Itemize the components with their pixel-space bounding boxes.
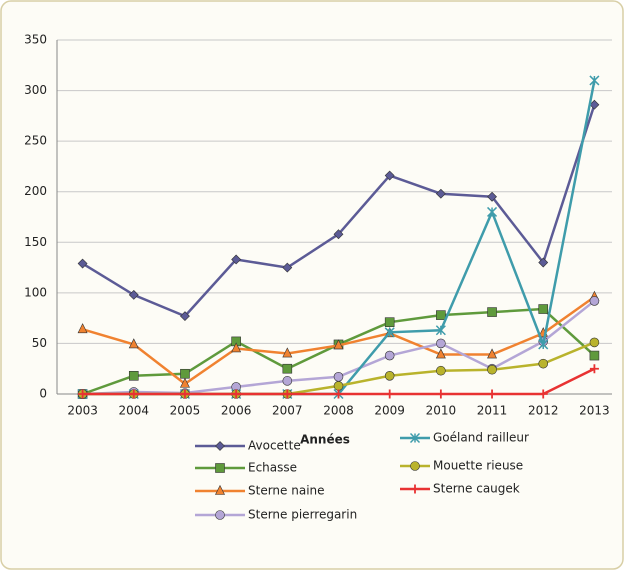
data-point <box>436 365 446 376</box>
legend-label: Avocette <box>248 439 301 453</box>
x-tick-label: 2012 <box>528 404 559 418</box>
legend-label: Goéland railleur <box>433 431 529 445</box>
data-point <box>384 350 395 361</box>
data-point <box>589 337 600 348</box>
data-point <box>333 229 344 240</box>
data-point <box>538 389 548 399</box>
x-tick-label: 2004 <box>118 404 149 418</box>
y-tick-label: 50 <box>32 336 47 350</box>
legend-marker <box>215 484 225 495</box>
data-point <box>538 304 549 314</box>
legend-label: Echasse <box>248 461 297 475</box>
legend-marker <box>215 463 225 473</box>
data-point <box>180 389 190 399</box>
data-point <box>334 389 343 399</box>
data-point <box>487 191 497 202</box>
data-point <box>589 296 600 306</box>
data-point <box>78 389 88 399</box>
data-point <box>589 364 599 374</box>
y-tick-label: 150 <box>24 235 47 249</box>
data-point <box>128 338 139 349</box>
x-tick-label: 2006 <box>221 404 252 418</box>
legend-label: Mouette rieuse <box>433 459 523 473</box>
y-tick-label: 0 <box>39 387 47 401</box>
x-tick-label: 2011 <box>477 404 508 418</box>
data-point <box>487 364 497 375</box>
data-point <box>538 358 549 369</box>
legend-marker <box>409 432 421 444</box>
data-point <box>589 75 600 86</box>
y-tick-label: 250 <box>24 134 47 148</box>
legend-label: Sterne naine <box>248 484 325 498</box>
data-point <box>180 311 190 322</box>
data-point <box>435 348 446 359</box>
data-point <box>129 389 139 399</box>
data-point <box>384 370 395 381</box>
data-point <box>128 289 139 300</box>
data-point <box>231 254 242 265</box>
data-point <box>384 327 395 338</box>
data-point <box>128 370 139 381</box>
x-tick-label: 2008 <box>323 404 354 418</box>
data-point <box>231 389 241 399</box>
data-point <box>538 257 549 268</box>
data-point <box>77 258 88 269</box>
legend-label: Sterne caugek <box>433 482 520 496</box>
legend-marker <box>410 484 420 494</box>
x-tick-label: 2013 <box>579 404 610 418</box>
y-tick-label: 350 <box>24 33 47 47</box>
data-point <box>436 389 446 399</box>
data-point <box>77 323 88 334</box>
data-point <box>333 372 344 382</box>
data-point <box>487 307 497 317</box>
data-point <box>487 206 498 217</box>
x-tick-label: 2005 <box>170 404 201 418</box>
data-point <box>333 339 344 350</box>
data-point <box>487 389 497 399</box>
data-point <box>180 368 190 379</box>
data-point <box>282 376 293 386</box>
data-point <box>435 188 446 199</box>
legend-marker <box>410 461 420 471</box>
y-tick-label: 100 <box>24 285 47 299</box>
data-point <box>282 389 292 399</box>
x-axis-label: Années <box>300 433 350 447</box>
data-point <box>589 350 600 361</box>
data-point <box>487 348 498 359</box>
legend-marker <box>215 510 225 520</box>
data-point <box>589 99 600 110</box>
data-point <box>384 317 395 327</box>
y-tick-label: 200 <box>24 184 47 198</box>
legend-marker <box>215 441 225 451</box>
data-point <box>282 363 293 374</box>
data-point <box>282 347 293 358</box>
x-tick-label: 2003 <box>67 404 98 418</box>
x-tick-label: 2007 <box>272 404 303 418</box>
data-point <box>282 262 293 273</box>
data-point <box>436 338 446 349</box>
x-tick-label: 2009 <box>374 404 405 418</box>
x-tick-label: 2010 <box>426 404 457 418</box>
y-tick-label: 300 <box>24 83 47 97</box>
legend-label: Sterne pierregarin <box>248 508 357 522</box>
data-point <box>436 310 446 320</box>
data-point <box>333 381 344 391</box>
data-point <box>538 339 549 350</box>
data-point <box>231 342 242 353</box>
data-point <box>385 389 395 399</box>
data-point <box>384 170 395 181</box>
data-point <box>179 377 190 388</box>
data-point <box>435 325 446 336</box>
